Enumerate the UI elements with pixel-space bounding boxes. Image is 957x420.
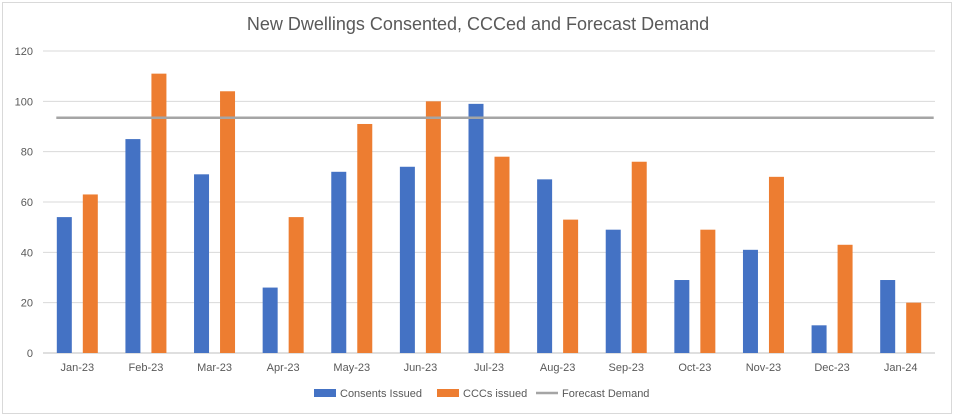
x-tick-label: Jun-23 xyxy=(404,362,438,374)
bar xyxy=(768,176,784,353)
bar xyxy=(425,101,441,353)
x-tick-label: Feb-23 xyxy=(128,362,163,374)
x-tick-label: Aug-23 xyxy=(540,362,575,374)
y-tick-label: 20 xyxy=(21,298,33,310)
bar xyxy=(837,244,853,353)
bar xyxy=(494,156,510,353)
x-tick-label: Mar-23 xyxy=(197,362,232,374)
legend-swatch xyxy=(314,389,336,397)
legend-item: CCCs issued xyxy=(437,388,527,400)
bar xyxy=(288,217,304,353)
y-axis-ticks: 0 20 40 60 80 100 120 xyxy=(15,46,33,360)
bar xyxy=(82,194,98,353)
x-tick-label: Jul-23 xyxy=(474,362,504,374)
bar xyxy=(399,166,415,353)
y-tick-label: 40 xyxy=(21,247,33,259)
bar xyxy=(151,73,167,354)
y-tick-label: 0 xyxy=(27,348,33,360)
bar xyxy=(194,174,210,353)
bar xyxy=(674,280,690,353)
legend-label: CCCs issued xyxy=(463,388,527,400)
x-tick-label: May-23 xyxy=(333,362,370,374)
legend: Consents Issued CCCs issued Forecast Deman… xyxy=(314,388,649,400)
bar xyxy=(811,325,827,353)
y-tick-label: 60 xyxy=(21,197,33,209)
bar xyxy=(56,217,72,353)
bar xyxy=(537,179,553,353)
legend-swatch xyxy=(437,389,459,397)
gridlines xyxy=(43,50,935,354)
bar xyxy=(700,229,716,353)
legend-item: Forecast Demand xyxy=(536,388,649,400)
bar xyxy=(220,91,236,354)
bar xyxy=(906,302,922,353)
bar xyxy=(880,280,896,353)
bar xyxy=(331,171,347,353)
bar xyxy=(357,123,373,353)
x-tick-label: Sep-23 xyxy=(608,362,643,374)
bar xyxy=(563,219,579,353)
chart-title: New Dwellings Consented, CCCed and Forec… xyxy=(247,14,709,34)
bar xyxy=(262,287,278,353)
bar xyxy=(125,139,141,353)
bar xyxy=(742,249,758,353)
bars xyxy=(56,73,922,354)
x-tick-label: Dec-23 xyxy=(814,362,849,374)
x-tick-label: Jan-23 xyxy=(60,362,94,374)
series-consents-issued xyxy=(56,103,896,353)
x-tick-label: Oct-23 xyxy=(678,362,711,374)
x-tick-label: Nov-23 xyxy=(746,362,781,374)
bar xyxy=(605,229,621,353)
y-tick-label: 120 xyxy=(15,46,33,58)
x-tick-label: Jan-24 xyxy=(884,362,918,374)
y-tick-label: 100 xyxy=(15,96,33,108)
bar xyxy=(631,161,647,353)
x-tick-label: Apr-23 xyxy=(267,362,300,374)
y-tick-label: 80 xyxy=(21,147,33,159)
legend-label: Consents Issued xyxy=(340,388,422,400)
series-cccs-issued xyxy=(82,73,922,354)
legend-label: Forecast Demand xyxy=(562,388,649,400)
x-axis-ticks: Jan-23 Feb-23 Mar-23 Apr-23 May-23 Jun-23 Jul-… xyxy=(60,362,917,374)
bar xyxy=(468,103,484,353)
legend-item: Consents Issued xyxy=(314,388,422,400)
